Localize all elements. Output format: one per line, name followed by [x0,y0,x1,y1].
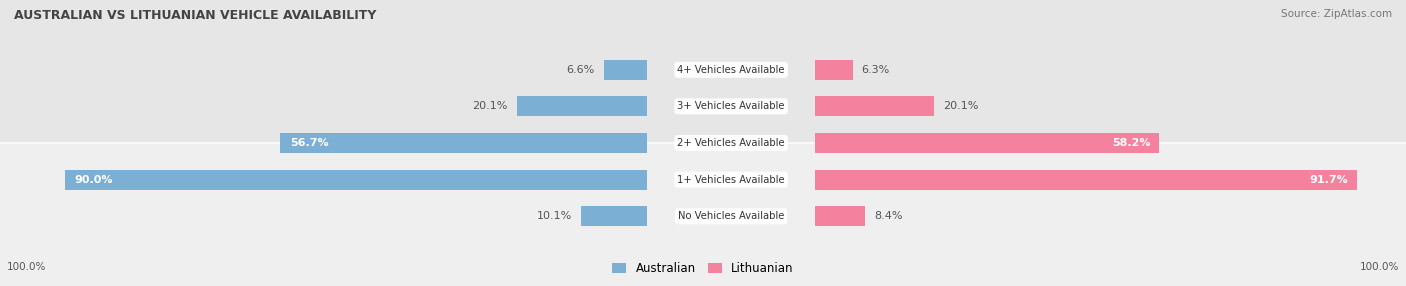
Bar [647,144,815,286]
Bar [582,206,647,226]
Text: 4+ Vehicles Available: 4+ Vehicles Available [678,65,785,75]
Bar [0,0,647,142]
Text: 91.7%: 91.7% [1309,175,1348,184]
Text: 10.1%: 10.1% [537,211,572,221]
Bar [280,133,647,153]
Bar [0,144,647,286]
Text: No Vehicles Available: No Vehicles Available [678,211,785,221]
Bar [605,60,647,80]
Text: 1+ Vehicles Available: 1+ Vehicles Available [678,175,785,184]
Bar [65,170,647,190]
Text: 56.7%: 56.7% [290,138,329,148]
Text: 3+ Vehicles Available: 3+ Vehicles Available [678,102,785,111]
Text: Source: ZipAtlas.com: Source: ZipAtlas.com [1281,9,1392,19]
Bar [815,144,1406,286]
Bar [815,133,1159,153]
Text: 100.0%: 100.0% [7,262,46,272]
Bar [815,206,865,226]
Legend: Australian, Lithuanian: Australian, Lithuanian [607,258,799,280]
Text: 6.3%: 6.3% [862,65,890,75]
Bar [815,96,934,116]
Text: 8.4%: 8.4% [875,211,903,221]
Text: AUSTRALIAN VS LITHUANIAN VEHICLE AVAILABILITY: AUSTRALIAN VS LITHUANIAN VEHICLE AVAILAB… [14,9,377,21]
Text: 20.1%: 20.1% [471,102,508,111]
Text: 2+ Vehicles Available: 2+ Vehicles Available [678,138,785,148]
Text: 58.2%: 58.2% [1112,138,1150,148]
Text: 90.0%: 90.0% [75,175,112,184]
Bar [517,96,647,116]
Bar [815,170,1357,190]
Bar [815,0,1406,142]
Bar [647,0,815,142]
Bar [815,60,852,80]
Text: 100.0%: 100.0% [1360,262,1399,272]
Text: 20.1%: 20.1% [943,102,979,111]
Text: 6.6%: 6.6% [567,65,595,75]
